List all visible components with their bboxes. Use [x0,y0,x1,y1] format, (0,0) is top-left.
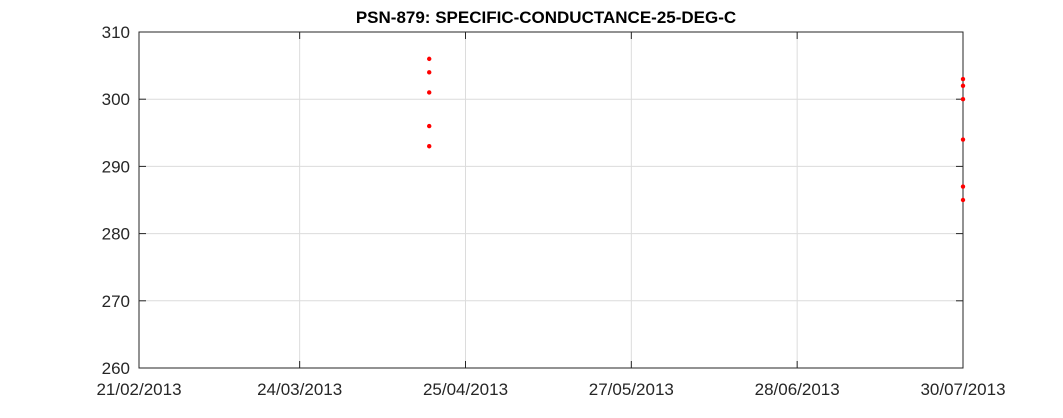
x-tick-label: 27/05/2013 [589,380,674,399]
data-point [960,97,966,102]
data-point [960,197,966,203]
x-tick-label: 30/07/2013 [920,380,1005,399]
data-point [427,70,432,75]
y-tick-label: 270 [102,292,130,311]
x-tick-label: 28/06/2013 [755,380,840,399]
y-tick-label: 290 [102,157,130,176]
x-tick-label: 25/04/2013 [423,380,508,399]
data-point [960,184,966,189]
x-tick-label: 21/02/2013 [96,380,181,399]
y-tick-label: 280 [102,225,130,244]
chart-title: PSN-879: SPECIFIC-CONDUCTANCE-25-DEG-C [356,8,736,27]
y-tick-label: 300 [102,90,130,109]
y-tick-label: 310 [102,23,130,42]
points-layer [427,56,966,203]
y-tick-label: 260 [102,359,130,378]
data-point [427,144,432,149]
data-point [960,76,966,82]
tick-layer: 260 270 280 290 300 310 21/02/2013 24/03/2013 25… [96,23,1005,399]
data-point [960,83,966,88]
x-tick-label: 24/03/2013 [257,380,342,399]
data-point [960,137,966,142]
data-point [427,56,432,62]
grid-layer [139,32,963,368]
plot-frame [138,31,964,369]
data-point [427,123,432,129]
data-point [427,90,432,95]
